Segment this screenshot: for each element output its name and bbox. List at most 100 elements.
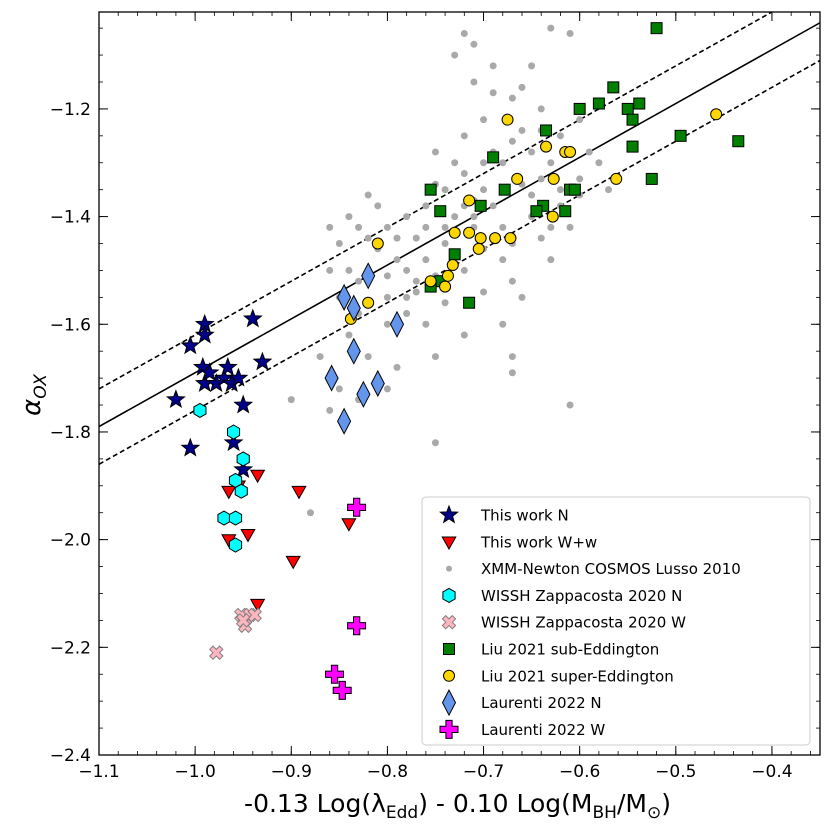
- legend-label: XMM-Newton COSMOS Lusso 2010: [481, 560, 741, 578]
- legend-label: This work N: [480, 507, 569, 525]
- data-point: [518, 83, 526, 91]
- data-point: [674, 129, 687, 142]
- data-points: [165, 22, 745, 700]
- data-point: [573, 102, 586, 115]
- data-point: [236, 451, 250, 467]
- data-point: [499, 320, 507, 328]
- y-tick-label: −2.0: [50, 531, 91, 551]
- series-7: [324, 262, 405, 435]
- legend-entry: Liu 2021 super-Eddington: [443, 667, 674, 685]
- data-point: [499, 223, 507, 231]
- y-tick-label: −1.6: [50, 315, 91, 335]
- data-point: [537, 175, 545, 183]
- data-point: [547, 24, 555, 32]
- legend-entry: XMM-Newton COSMOS Lusso 2010: [446, 560, 741, 578]
- x-title-part: -0.13 Log(λ: [244, 789, 386, 818]
- data-point: [422, 223, 430, 231]
- data-point: [448, 226, 461, 239]
- data-point: [480, 159, 488, 167]
- data-point: [568, 183, 581, 196]
- data-point: [422, 256, 430, 264]
- legend: This work N This work W+w XMM-Newton COSMO…: [421, 496, 811, 746]
- data-point: [480, 288, 488, 296]
- data-point: [499, 256, 507, 264]
- data-point: [470, 78, 478, 86]
- data-point: [208, 645, 224, 661]
- data-point: [463, 296, 476, 309]
- legend-entry: Laurenti 2022 W: [439, 719, 605, 739]
- legend-marker: [443, 643, 455, 655]
- data-point: [650, 22, 663, 35]
- data-point: [361, 262, 376, 290]
- legend-box: [421, 496, 811, 746]
- data-point: [242, 308, 263, 328]
- series-4: [208, 607, 263, 661]
- data-point: [341, 518, 357, 532]
- data-point: [470, 213, 478, 221]
- data-point: [412, 288, 420, 296]
- data-point: [235, 613, 251, 628]
- data-point: [347, 497, 367, 517]
- data-point: [393, 234, 401, 242]
- x-title-part: ) - 0.10 Log(M: [418, 789, 592, 818]
- data-point: [412, 277, 420, 285]
- data-point: [732, 135, 745, 148]
- data-point: [621, 102, 634, 115]
- data-point: [610, 172, 623, 185]
- data-point: [326, 266, 334, 274]
- data-point: [180, 335, 201, 355]
- data-point: [393, 256, 401, 264]
- series-3: [193, 402, 250, 553]
- data-point: [364, 191, 372, 199]
- data-point: [441, 240, 449, 248]
- data-point: [489, 89, 497, 97]
- legend-entry: Laurenti 2022 N: [441, 689, 602, 717]
- series-0: [287, 24, 613, 517]
- data-point: [389, 310, 405, 338]
- legend-label: Laurenti 2022 N: [481, 694, 602, 712]
- data-point: [540, 140, 553, 153]
- data-point: [537, 234, 545, 242]
- y-title-main: α: [17, 399, 47, 416]
- data-point: [451, 51, 459, 59]
- data-point: [221, 485, 237, 500]
- data-point: [249, 469, 266, 484]
- data-point: [547, 256, 555, 264]
- y-tick-label: −2.4: [50, 746, 91, 766]
- legend-entry: This work N: [439, 504, 569, 525]
- data-point: [424, 275, 437, 288]
- data-point: [364, 234, 372, 242]
- data-point: [710, 108, 723, 121]
- data-point: [374, 202, 382, 210]
- data-point: [595, 159, 603, 167]
- data-point: [518, 126, 526, 134]
- legend-marker: [441, 689, 457, 717]
- data-point: [393, 363, 401, 371]
- x-tick-label: −0.4: [751, 762, 792, 782]
- data-point: [446, 259, 459, 272]
- legend-marker: [441, 614, 457, 630]
- data-point: [326, 223, 334, 231]
- data-point: [566, 401, 574, 409]
- legend-marker: [442, 587, 456, 603]
- data-point: [556, 186, 564, 194]
- data-point: [291, 485, 307, 500]
- legend-marker: [446, 565, 452, 572]
- data-point: [233, 459, 254, 479]
- data-point: [285, 555, 301, 570]
- x-tick-label: −1.1: [78, 762, 119, 782]
- data-point: [403, 266, 411, 274]
- data-point: [441, 186, 449, 194]
- legend-marker: [439, 719, 459, 739]
- data-point: [326, 406, 334, 414]
- legend-label: WISSH Zappacosta 2020 N: [481, 587, 682, 605]
- data-point: [460, 170, 468, 178]
- plot-frame: [98, 11, 821, 756]
- data-point: [356, 380, 371, 408]
- data-point: [223, 432, 244, 452]
- data-point: [633, 97, 646, 110]
- data-point: [355, 277, 363, 285]
- y-tick-label: −2.2: [50, 638, 91, 658]
- legend-label: Liu 2021 super-Eddington: [481, 667, 674, 685]
- legend-entry: Liu 2021 sub-Eddington: [443, 641, 659, 659]
